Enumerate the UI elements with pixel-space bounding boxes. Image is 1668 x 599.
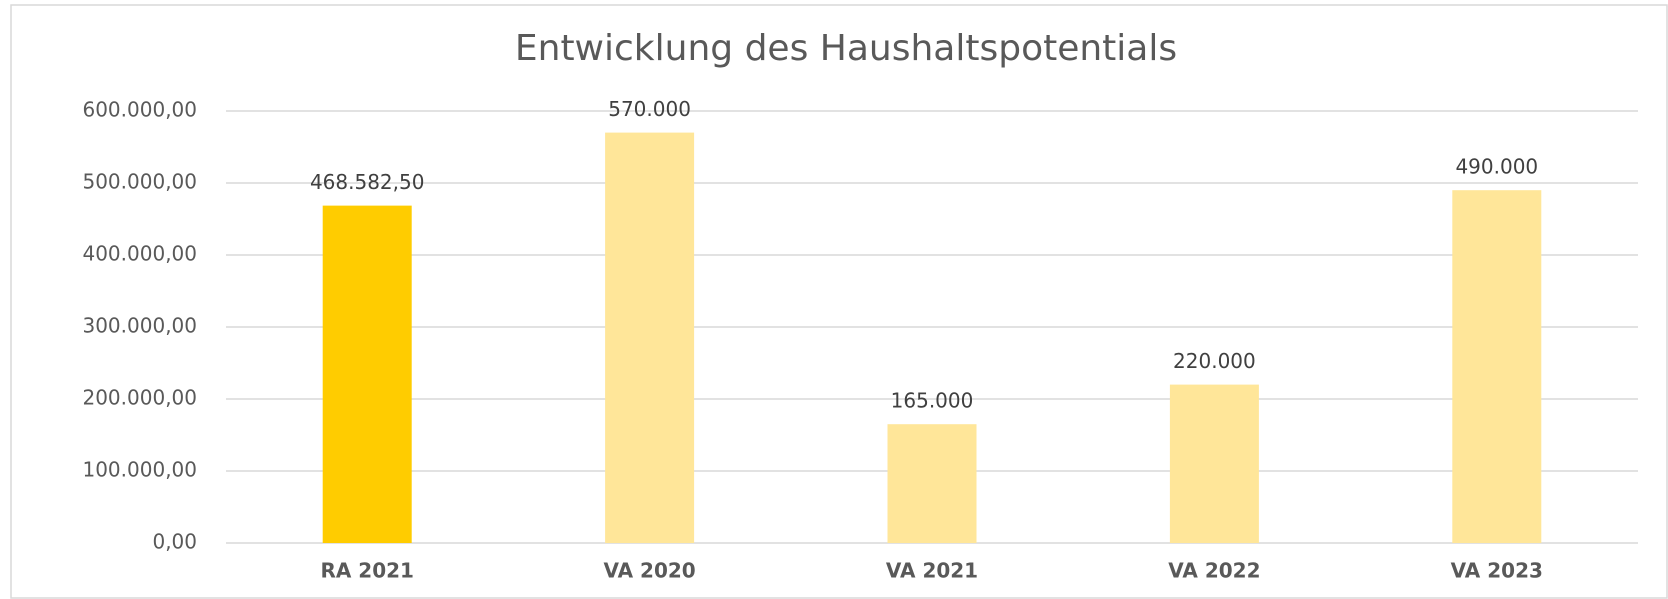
- x-tick-label: VA 2022: [1168, 559, 1260, 583]
- y-tick-label: 0,00: [152, 530, 197, 554]
- data-label: 220.000: [1173, 349, 1256, 373]
- data-label: 570.000: [608, 97, 691, 121]
- bar: [1169, 384, 1259, 543]
- x-tick-label: VA 2021: [886, 559, 978, 583]
- y-tick-label: 500.000,00: [82, 170, 197, 194]
- y-tick-label: 300.000,00: [82, 314, 197, 338]
- y-tick-label: 400.000,00: [82, 242, 197, 266]
- chart-title: Entwicklung des Haushaltspotentials: [515, 28, 1177, 69]
- x-tick-label: RA 2021: [320, 559, 414, 583]
- data-label: 490.000: [1455, 155, 1538, 179]
- y-tick-label: 600.000,00: [82, 98, 197, 122]
- data-label: 468.582,50: [310, 170, 425, 194]
- data-label: 165.000: [891, 389, 974, 413]
- x-tick-label: VA 2023: [1451, 559, 1543, 583]
- x-tick-label: VA 2020: [603, 559, 695, 583]
- bar: [1452, 190, 1542, 543]
- y-tick-label: 200.000,00: [82, 386, 197, 410]
- chart-frame: [10, 4, 1668, 599]
- bar: [887, 424, 977, 543]
- y-tick-label: 100.000,00: [82, 458, 197, 482]
- bar: [605, 132, 695, 543]
- bar: [322, 205, 412, 543]
